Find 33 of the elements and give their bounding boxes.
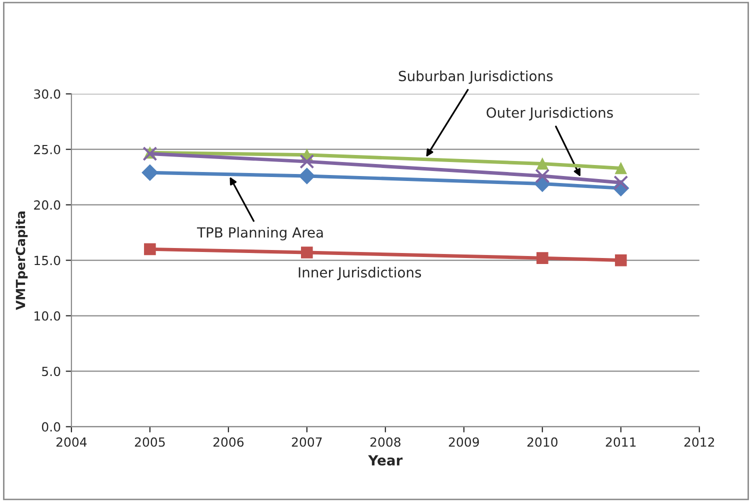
y-axis-title: VMTperCapita	[16, 212, 28, 310]
point	[298, 168, 316, 184]
x-tick-label: 2011	[606, 437, 636, 447]
x-tick-label: 2005	[134, 437, 165, 447]
text: Suburban Jurisdictions	[398, 70, 553, 84]
y-tick-label: 15.0	[34, 256, 60, 266]
point	[614, 162, 627, 174]
x-tick-label: 2008	[370, 437, 400, 447]
point	[614, 175, 628, 190]
text: Outer Jurisdictions	[486, 107, 613, 120]
y-tick-label: 25.0	[34, 144, 60, 154]
point	[300, 154, 314, 169]
x-tick-label: 2007	[292, 437, 322, 447]
point	[536, 158, 548, 170]
y-tick-label: 30.0	[34, 89, 60, 99]
point	[536, 252, 548, 264]
x-tick-label: 2009	[448, 437, 479, 447]
point	[301, 246, 313, 258]
y-tick-label: 20.0	[34, 200, 60, 210]
x-tick-label: 2006	[213, 437, 244, 447]
x-tick-label: 2004	[56, 437, 87, 447]
point	[144, 243, 156, 256]
x-tick-label: 2010	[527, 437, 558, 447]
y-tick-label: 0.0	[42, 422, 60, 432]
series-label: Inner Jurisdictions	[298, 266, 422, 280]
x-tick-label: 2012	[684, 437, 714, 447]
text: TPB Planning Area	[196, 226, 323, 240]
point	[535, 168, 550, 184]
y-tick-label: 10.0	[34, 311, 60, 321]
x-axis-title: Year	[368, 455, 403, 466]
point	[614, 254, 627, 266]
y-tick-label: 5.0	[42, 366, 60, 376]
point	[142, 164, 158, 181]
